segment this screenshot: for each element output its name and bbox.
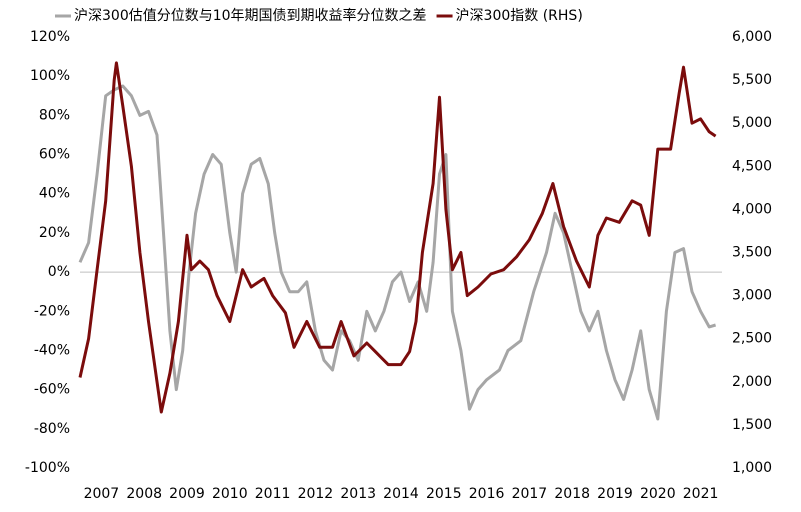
y2-tick-label: 3,500 (732, 245, 772, 261)
x-tick-label: 2007 (84, 486, 120, 502)
y-tick-label: 0% (48, 264, 70, 280)
y-tick-label: 80% (39, 107, 70, 123)
y-tick-label: -40% (34, 342, 70, 358)
series-line (78, 84, 717, 421)
y-tick-label: -60% (34, 382, 70, 398)
x-tick-label: 2019 (597, 486, 633, 502)
y2-tick-label: 3,000 (732, 288, 772, 304)
legend-label: 沪深300指数 (RHS) (456, 8, 583, 24)
x-tick-label: 2020 (640, 486, 676, 502)
y-tick-label: 100% (30, 68, 70, 84)
y2-tick-label: 4,000 (732, 201, 772, 217)
x-tick-label: 2010 (212, 486, 248, 502)
x-tick-label: 2011 (255, 486, 291, 502)
legend-label: 沪深300估值分位数与10年期国债到期收益率分位数之差 (74, 7, 427, 24)
y-tick-label: -80% (34, 421, 70, 437)
x-tick-label: 2017 (512, 486, 548, 502)
x-tick-label: 2013 (340, 486, 376, 502)
x-tick-label: 2009 (169, 486, 205, 502)
y2-tick-label: 1,500 (732, 417, 772, 433)
y-tick-label: -100% (25, 460, 70, 476)
x-tick-label: 2014 (383, 486, 419, 502)
y2-tick-label: 4,500 (732, 158, 772, 174)
y-tick-label: 40% (39, 186, 70, 202)
y2-tick-label: 2,000 (732, 374, 772, 390)
x-tick-label: 2021 (683, 486, 719, 502)
x-tick-label: 2018 (554, 486, 590, 502)
x-tick-label: 2015 (426, 486, 462, 502)
y2-tick-label: 5,000 (732, 115, 772, 131)
y2-tick-label: 5,500 (732, 72, 772, 88)
x-tick-label: 2008 (126, 486, 162, 502)
y-tick-label: -20% (34, 303, 70, 319)
x-tick-label: 2012 (298, 486, 334, 502)
y-tick-label: 20% (39, 225, 70, 241)
x-tick-label: 2016 (469, 486, 505, 502)
y-tick-label: 120% (30, 29, 70, 45)
series-line (78, 61, 717, 414)
y-tick-label: 60% (39, 147, 70, 163)
y2-tick-label: 6,000 (732, 29, 772, 45)
y2-tick-label: 2,500 (732, 331, 772, 347)
y2-tick-label: 1,000 (732, 460, 772, 476)
